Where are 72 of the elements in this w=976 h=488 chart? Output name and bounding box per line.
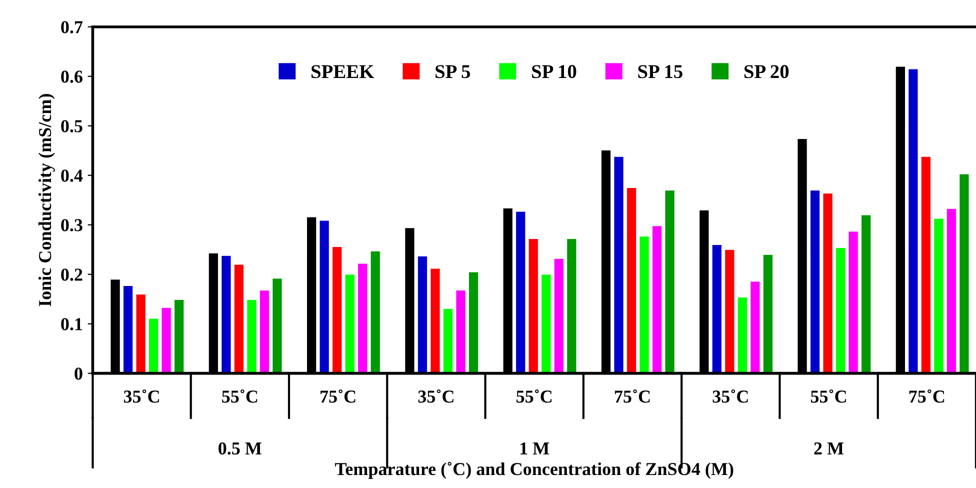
bar bbox=[712, 244, 722, 374]
bar bbox=[442, 308, 454, 374]
bar bbox=[148, 318, 159, 374]
bar bbox=[750, 280, 760, 374]
bar bbox=[174, 299, 184, 374]
bar bbox=[626, 187, 637, 374]
legend-label: SP 5 bbox=[436, 65, 470, 78]
bar bbox=[430, 268, 440, 374]
bar bbox=[455, 290, 466, 374]
bar bbox=[908, 68, 918, 374]
bar bbox=[161, 307, 172, 374]
bar bbox=[566, 238, 577, 374]
bar bbox=[246, 299, 257, 374]
bar bbox=[220, 255, 232, 374]
bar bbox=[540, 274, 552, 374]
bar bbox=[860, 214, 872, 374]
bar bbox=[848, 230, 859, 374]
x-tick-label: 35˚C bbox=[712, 389, 748, 403]
y-tick-label: 0.7 bbox=[61, 21, 83, 34]
bar bbox=[468, 272, 479, 374]
bar bbox=[652, 225, 662, 374]
legend-label: SP 10 bbox=[532, 65, 576, 78]
bar bbox=[664, 190, 676, 374]
bar bbox=[639, 236, 650, 374]
bar bbox=[614, 156, 624, 374]
x-tick-label: 55˚C bbox=[810, 389, 846, 403]
y-tick-label: 0.2 bbox=[61, 268, 82, 281]
y-tick-label: 0 bbox=[74, 368, 82, 380]
bar bbox=[933, 218, 944, 374]
bar bbox=[272, 278, 282, 374]
bar bbox=[762, 254, 774, 374]
bar bbox=[958, 173, 970, 374]
x-tick-label: 75˚C bbox=[614, 389, 650, 403]
y-tick-label: 0.4 bbox=[61, 170, 83, 182]
bar bbox=[234, 264, 244, 374]
y-tick-label: 0.3 bbox=[61, 219, 82, 232]
bar bbox=[259, 290, 270, 374]
bar bbox=[835, 247, 846, 374]
x-tick-label: 35˚C bbox=[124, 389, 159, 403]
bar bbox=[724, 249, 735, 374]
x-tick-label: 55˚C bbox=[222, 389, 258, 403]
y-axis-title: Ionic Conductivity (mS/cm) bbox=[38, 94, 55, 306]
legend-label: SPEEK bbox=[312, 65, 374, 78]
bar bbox=[332, 246, 342, 374]
x-tick-label: 55˚C bbox=[516, 389, 552, 403]
y-tick-label: 0.6 bbox=[61, 70, 82, 83]
bar bbox=[528, 238, 539, 374]
bar bbox=[417, 256, 428, 374]
bar bbox=[122, 285, 134, 374]
bar bbox=[822, 192, 834, 374]
bar bbox=[319, 220, 330, 374]
bar bbox=[737, 296, 748, 374]
bar bbox=[920, 156, 932, 374]
bar bbox=[370, 250, 381, 374]
bar bbox=[946, 208, 957, 374]
bar bbox=[554, 258, 564, 374]
x-axis-title: Temparature (˚C) and Concentration of ZnSO4 (M) bbox=[335, 462, 734, 479]
text: 0.5 M bbox=[218, 442, 262, 455]
y-tick-label: 0.5 bbox=[61, 120, 82, 132]
x-tick-label: 75˚C bbox=[909, 389, 944, 403]
x-tick-label: 75˚C bbox=[320, 389, 356, 403]
y-tick-label: 0.1 bbox=[61, 318, 82, 330]
bar bbox=[810, 190, 820, 374]
bar bbox=[515, 211, 526, 374]
legend-label: SP 15 bbox=[638, 65, 682, 78]
text: 1 M bbox=[520, 442, 550, 454]
bar bbox=[357, 263, 368, 374]
legend-label: SP 20 bbox=[744, 65, 789, 78]
text: 2 M bbox=[814, 442, 844, 454]
bar bbox=[136, 294, 146, 374]
bar bbox=[344, 274, 356, 374]
x-tick-label: 35˚C bbox=[418, 389, 454, 403]
